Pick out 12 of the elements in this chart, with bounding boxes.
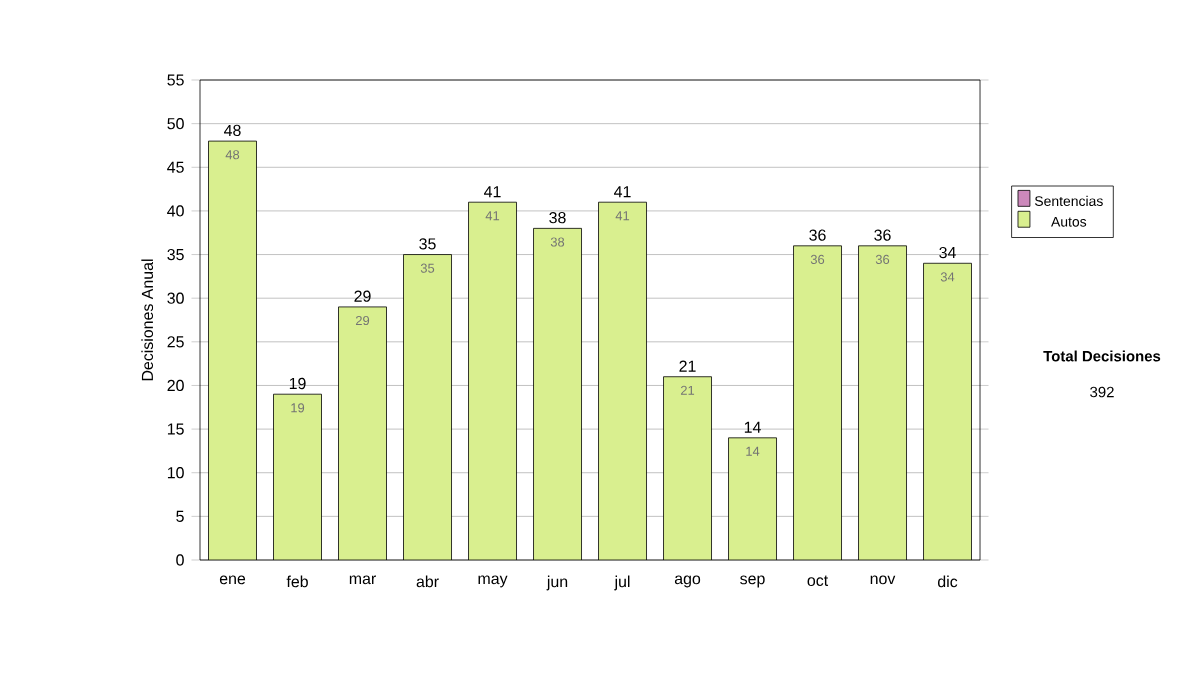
bar — [533, 228, 582, 560]
bar — [793, 245, 842, 560]
bar — [663, 376, 712, 560]
bar — [338, 306, 387, 560]
bar — [858, 245, 907, 560]
bar — [728, 437, 777, 560]
bar — [273, 394, 322, 560]
bar — [923, 262, 972, 560]
bar — [468, 202, 517, 560]
bar — [598, 202, 647, 560]
bar — [403, 254, 452, 560]
bar — [208, 141, 257, 560]
